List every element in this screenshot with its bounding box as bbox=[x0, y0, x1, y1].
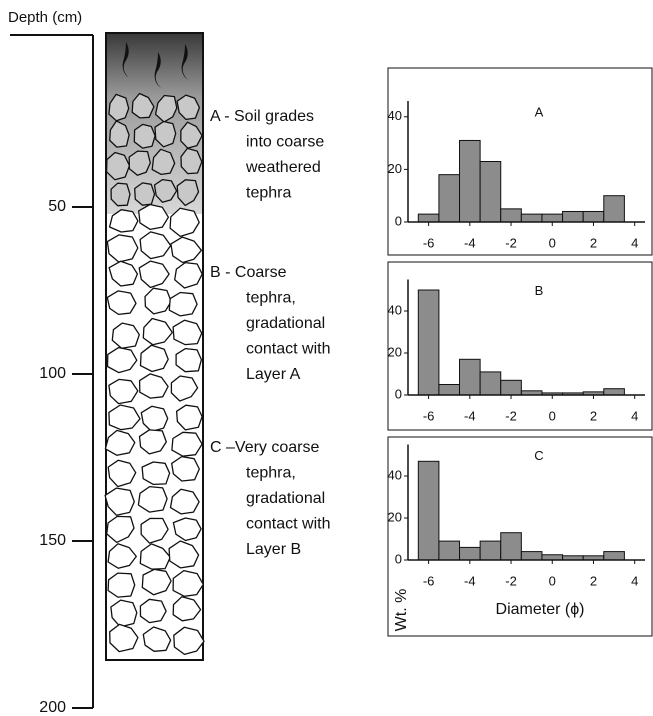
y-tick-label: 150 bbox=[39, 532, 66, 549]
bar bbox=[439, 541, 460, 560]
annotation: into coarse bbox=[246, 134, 324, 151]
y-tick-label: 0 bbox=[395, 386, 402, 401]
bar bbox=[418, 290, 439, 395]
x-tick-label: -2 bbox=[505, 235, 517, 250]
clast bbox=[135, 183, 155, 205]
bar bbox=[563, 211, 584, 222]
y-tick-label: 100 bbox=[39, 365, 66, 382]
y-tick-label: 40 bbox=[388, 467, 402, 482]
x-tick-label: -4 bbox=[464, 235, 476, 250]
bar bbox=[460, 140, 481, 222]
clast bbox=[108, 573, 135, 597]
annotation: A - Soil grades bbox=[210, 108, 314, 125]
x-tick-label: -4 bbox=[464, 573, 476, 588]
annotation: tephra, bbox=[246, 290, 296, 307]
x-tick-label: -2 bbox=[505, 573, 517, 588]
x-tick-label: 2 bbox=[590, 408, 597, 423]
clast bbox=[140, 599, 166, 622]
x-tick-label: -6 bbox=[423, 573, 435, 588]
y-tick-label: 0 bbox=[395, 551, 402, 566]
annotation: gradational bbox=[246, 490, 325, 507]
bar bbox=[542, 214, 563, 222]
y-tick-label: 0 bbox=[395, 213, 402, 228]
annotation: tephra, bbox=[246, 465, 296, 482]
clast bbox=[169, 293, 197, 316]
x-tick-label: 2 bbox=[590, 235, 597, 250]
annotation: C –Very coarse bbox=[210, 439, 319, 456]
bar bbox=[501, 380, 522, 395]
x-tick-label: 0 bbox=[549, 235, 556, 250]
bar bbox=[418, 461, 439, 560]
y-tick-label: 200 bbox=[39, 699, 66, 716]
clast bbox=[134, 124, 155, 148]
bar bbox=[439, 385, 460, 396]
annotation: weathered bbox=[245, 159, 321, 176]
x-tick-label: -4 bbox=[464, 408, 476, 423]
y-tick-label: 40 bbox=[388, 302, 402, 317]
y-tick-label: 20 bbox=[388, 161, 402, 176]
x-tick-label: -6 bbox=[423, 408, 435, 423]
bar bbox=[583, 211, 604, 222]
bar bbox=[604, 196, 625, 222]
bar bbox=[480, 162, 501, 223]
panel-title: B bbox=[535, 283, 544, 298]
x-tick-label: 0 bbox=[549, 573, 556, 588]
annotation: B - Coarse bbox=[210, 264, 287, 281]
y-tick-label: 20 bbox=[388, 509, 402, 524]
bar bbox=[418, 214, 439, 222]
annotation: tephra bbox=[246, 185, 291, 202]
bar bbox=[521, 214, 542, 222]
bar bbox=[604, 389, 625, 395]
panel-title: A bbox=[535, 104, 544, 119]
soil-column bbox=[105, 33, 204, 660]
panel-title: C bbox=[534, 448, 543, 463]
bar bbox=[480, 372, 501, 395]
annotation: contact with bbox=[246, 341, 330, 358]
bar bbox=[460, 359, 481, 395]
bar bbox=[542, 555, 563, 560]
y-tick-label: 20 bbox=[388, 344, 402, 359]
clast bbox=[142, 462, 170, 484]
x-tick-label: 0 bbox=[549, 408, 556, 423]
annotation: contact with bbox=[246, 516, 330, 533]
y-axis-label: Wt. % bbox=[393, 589, 410, 632]
y-tick-label: 40 bbox=[388, 108, 402, 123]
x-tick-label: -6 bbox=[423, 235, 435, 250]
bar bbox=[439, 175, 460, 222]
bar bbox=[501, 209, 522, 222]
x-tick-label: 4 bbox=[631, 235, 638, 250]
y-tick-label: 50 bbox=[48, 198, 66, 215]
clast bbox=[173, 320, 202, 344]
bar bbox=[480, 541, 501, 560]
bar bbox=[604, 552, 625, 560]
bar bbox=[501, 533, 522, 560]
annotation: Layer B bbox=[246, 541, 301, 558]
x-tick-label: -2 bbox=[505, 408, 517, 423]
clast bbox=[111, 183, 130, 206]
figure: Depth (cm)50100150200A - Soil gradesinto… bbox=[0, 0, 653, 716]
annotation: Layer A bbox=[246, 366, 301, 383]
x-tick-label: 4 bbox=[631, 408, 638, 423]
bar bbox=[460, 547, 481, 560]
annotation: gradational bbox=[246, 315, 325, 332]
x-tick-label: 4 bbox=[631, 573, 638, 588]
x-axis-label: Diameter (ϕ) bbox=[496, 601, 585, 618]
clast bbox=[176, 349, 201, 372]
bar bbox=[521, 552, 542, 560]
x-tick-label: 2 bbox=[590, 573, 597, 588]
depth-axis-label: Depth (cm) bbox=[8, 9, 82, 26]
panel-frame bbox=[388, 68, 652, 255]
